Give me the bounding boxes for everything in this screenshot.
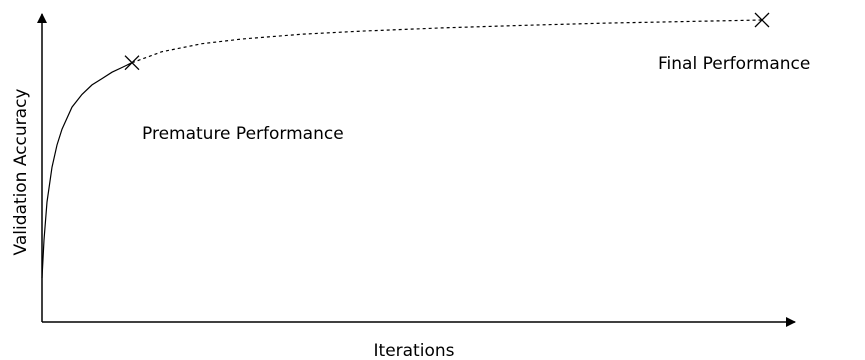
accuracy-curve-solid: [41, 62, 133, 279]
x-marker-stroke: [754, 12, 770, 28]
point-label-premature: Premature Performance: [142, 124, 344, 144]
premature-performance-marker: [124, 55, 140, 71]
point-label-final: Final Performance: [658, 54, 810, 74]
x-axis-label: Iterations: [374, 341, 455, 360]
x-marker-stroke: [124, 55, 140, 71]
y-axis-label: Validation Accuracy: [11, 89, 31, 256]
point-markers: [124, 12, 770, 71]
accuracy-curve-dashed: [131, 19, 763, 64]
final-performance-marker: [754, 12, 770, 28]
